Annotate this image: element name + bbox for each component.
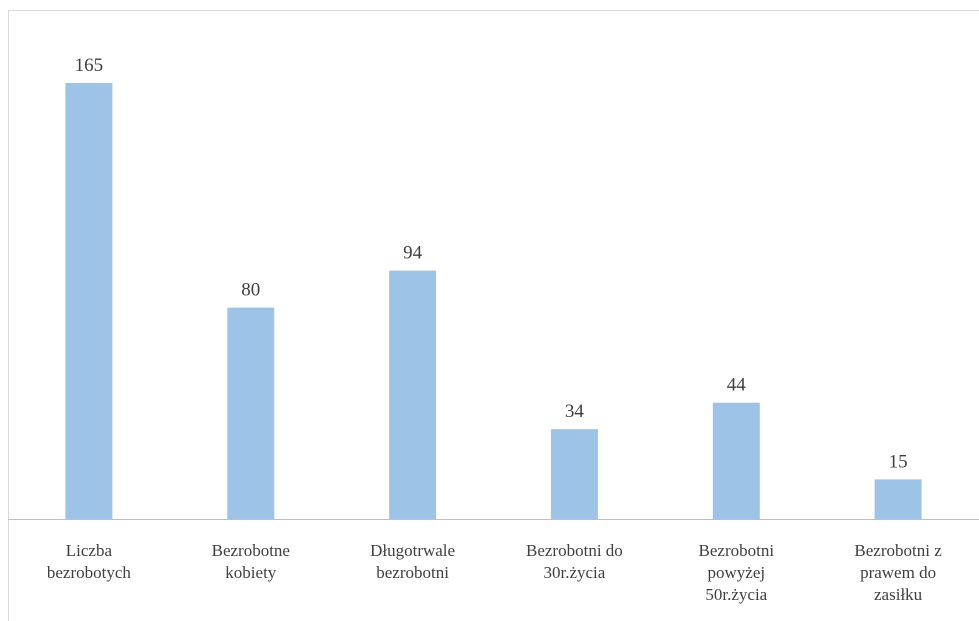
data-label-4: 44 bbox=[727, 375, 747, 396]
data-label-5: 15 bbox=[889, 451, 908, 472]
category-label-0: Liczba bezrobotych bbox=[47, 541, 132, 582]
bars-layer bbox=[65, 83, 922, 519]
category-label-1: Bezrobotne kobiety bbox=[212, 541, 290, 582]
category-label-line: Długotrwale bbox=[370, 541, 455, 560]
chart-area bbox=[8, 10, 979, 621]
data-label-3: 34 bbox=[565, 401, 585, 422]
bar-5 bbox=[874, 479, 922, 519]
category-labels-layer: Liczba bezrobotych Bezrobotne kobiety Długot… bbox=[47, 541, 942, 604]
data-labels-layer: 165 80 94 34 44 15 bbox=[75, 55, 908, 472]
category-label-line: prawem do bbox=[860, 563, 936, 582]
data-label-1: 80 bbox=[241, 280, 260, 301]
category-label-line: powyżej bbox=[708, 563, 766, 582]
category-label-line: 50r.życia bbox=[705, 585, 767, 604]
category-label-line: Bezrobotne bbox=[212, 541, 290, 560]
category-label-line: bezrobotych bbox=[47, 563, 132, 582]
category-label-line: Liczba bbox=[66, 541, 113, 560]
category-label-line: Bezrobotni z bbox=[854, 541, 942, 560]
data-label-0: 165 bbox=[75, 55, 104, 76]
category-label-3: Bezrobotni do 30r.życia bbox=[526, 541, 623, 582]
category-label-line: Bezrobotni bbox=[699, 541, 775, 560]
data-label-2: 94 bbox=[403, 243, 423, 264]
bar-2 bbox=[389, 270, 437, 519]
bar-1 bbox=[227, 307, 275, 519]
bar-3 bbox=[550, 429, 598, 519]
category-label-line: kobiety bbox=[225, 563, 276, 582]
bar-4 bbox=[712, 402, 760, 519]
category-label-line: bezrobotni bbox=[376, 563, 449, 582]
category-label-line: zasiłku bbox=[874, 585, 923, 604]
category-label-5: Bezrobotni z prawem do zasiłku bbox=[854, 541, 942, 604]
category-label-line: Bezrobotni do bbox=[526, 541, 623, 560]
category-label-2: Długotrwale bezrobotni bbox=[370, 541, 455, 582]
category-label-4: Bezrobotni powyżej 50r.życia bbox=[699, 541, 775, 604]
category-label-line: 30r.życia bbox=[543, 563, 605, 582]
bar-0 bbox=[65, 83, 113, 519]
